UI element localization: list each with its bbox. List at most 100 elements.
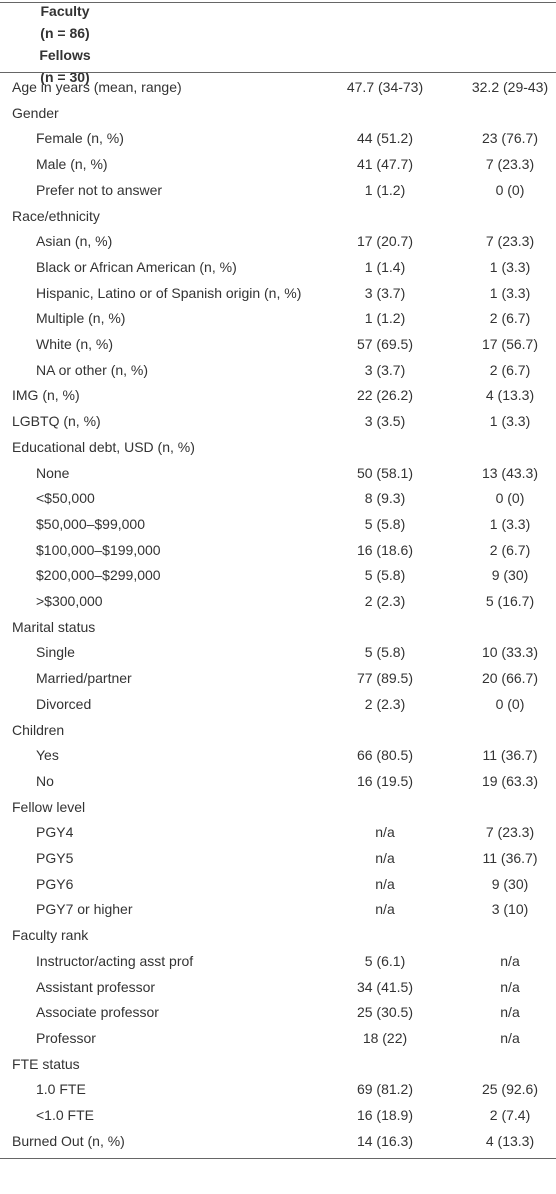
faculty-value: 5 (5.8) [364, 515, 406, 532]
sub-row-label: PGY5 [36, 850, 74, 866]
row-label: Age in years (mean, range) [12, 79, 182, 95]
row-label: Children [12, 721, 65, 738]
fellows-value: 23 (76.7) [481, 130, 539, 147]
row-label: Marital status [12, 618, 96, 635]
faculty-value: 18 (22) [362, 1029, 408, 1046]
sub-row-label: Yes [36, 747, 59, 764]
faculty-value: 3 (3.7) [364, 361, 406, 378]
fellows-value: 2 (6.7) [489, 541, 531, 558]
faculty-value: 47.7 (34-73) [346, 79, 424, 95]
sub-row-label: Professor [36, 1029, 96, 1046]
faculty-value: 44 (51.2) [356, 130, 414, 147]
faculty-value: 16 (18.6) [356, 541, 414, 558]
fellows-value: 9 (30) [491, 567, 529, 584]
fellows-value: 4 (13.3) [485, 1132, 535, 1149]
fellows-value: 2 (6.7) [489, 361, 531, 378]
faculty-value: 77 (89.5) [356, 670, 414, 687]
sub-row-label: $200,000–$299,000 [36, 567, 161, 584]
fellows-value: 1 (3.3) [489, 258, 531, 275]
fellows-value: n/a [500, 1004, 520, 1021]
faculty-value: 5 (5.8) [364, 644, 406, 661]
sub-row-label: >$300,000 [36, 593, 103, 609]
sub-row-label: Male (n, %) [36, 156, 108, 173]
sub-row-label: Associate professor [36, 1004, 159, 1021]
fellows-value: 3 (10) [491, 901, 529, 918]
faculty-value: 16 (18.9) [356, 1107, 414, 1123]
column-count: (n = 86) [40, 25, 90, 41]
fellows-value: 25 (92.6) [481, 1081, 539, 1098]
row-label: Fellow level [12, 798, 86, 815]
sub-row-label: $100,000–$199,000 [36, 541, 161, 558]
faculty-value: 1 (1.2) [364, 181, 406, 198]
faculty-value: 1 (1.2) [364, 310, 406, 327]
sub-row-label: $50,000–$99,000 [36, 515, 145, 532]
faculty-value: 57 (69.5) [356, 336, 414, 352]
column-title: Faculty [40, 3, 90, 19]
fellows-value: 0 (0) [495, 490, 525, 507]
faculty-value: 66 (80.5) [356, 747, 414, 764]
fellows-value: n/a [500, 1029, 520, 1046]
sub-row-label: Hispanic, Latino or of Spanish origin (n… [36, 284, 302, 301]
faculty-value: 3 (3.5) [364, 413, 406, 430]
faculty-value: n/a [375, 901, 395, 918]
row-label: Burned Out (n, %) [12, 1132, 125, 1149]
sub-row-label: PGY6 [36, 875, 74, 892]
sub-row-label: Prefer not to answer [36, 181, 163, 198]
sub-row-label: None [36, 464, 70, 481]
faculty-value: 5 (6.1) [364, 952, 406, 969]
sub-row-label: PGY7 or higher [36, 901, 133, 918]
row-label: FTE status [12, 1055, 80, 1072]
sub-row-label: Asian (n, %) [36, 233, 113, 250]
sub-row-label: Multiple (n, %) [36, 310, 126, 327]
faculty-value: 17 (20.7) [356, 233, 414, 250]
sub-row-label: Black or African American (n, %) [36, 258, 237, 275]
faculty-value: 2 (2.3) [364, 695, 406, 712]
fellows-value: 11 (36.7) [482, 850, 538, 866]
header-rule [0, 72, 556, 73]
faculty-value: 2 (2.3) [364, 593, 406, 609]
fellows-value: 4 (13.3) [485, 387, 535, 404]
bottom-rule [0, 1158, 556, 1160]
fellows-value: 5 (16.7) [485, 593, 535, 609]
row-label: Faculty rank [12, 927, 89, 944]
sub-row-label: Instructor/acting asst prof [36, 952, 194, 969]
fellows-value: 10 (33.3) [481, 644, 539, 661]
faculty-value: 50 (58.1) [356, 464, 414, 481]
fellows-value: 0 (0) [495, 695, 525, 712]
row-label: Race/ethnicity [12, 207, 100, 224]
fellows-value: 1 (3.3) [489, 413, 531, 430]
fellows-value: 19 (63.3) [481, 772, 539, 789]
faculty-value: n/a [375, 824, 395, 841]
fellows-value: 20 (66.7) [481, 670, 539, 687]
faculty-value: 34 (41.5) [356, 978, 414, 995]
sub-row-label: NA or other (n, %) [36, 361, 149, 378]
sub-row-label: Divorced [36, 695, 92, 712]
row-label: IMG (n, %) [12, 387, 80, 404]
fellows-value: n/a [500, 952, 520, 969]
fellows-value: 7 (23.3) [485, 233, 535, 250]
sub-row-label: No [36, 772, 54, 789]
fellows-value: 9 (30) [491, 875, 529, 892]
faculty-value: 16 (19.5) [356, 772, 414, 789]
fellows-value: 2 (6.7) [489, 310, 531, 327]
sub-row-label: Female (n, %) [36, 130, 124, 147]
fellows-value: 7 (23.3) [485, 824, 535, 841]
faculty-value: 14 (16.3) [356, 1132, 414, 1149]
fellows-value: 32.2 (29-43) [471, 79, 549, 95]
fellows-value: 13 (43.3) [481, 464, 539, 481]
fellows-value: 2 (7.4) [489, 1107, 531, 1123]
sub-row-label: 1.0 FTE [36, 1081, 86, 1098]
fellows-value: 1 (3.3) [489, 284, 531, 301]
faculty-value: 1 (1.4) [364, 258, 406, 275]
fellows-value: 7 (23.3) [485, 156, 535, 173]
sub-row-label: Assistant professor [36, 978, 156, 995]
top-rule [0, 2, 556, 3]
faculty-value: 3 (3.7) [364, 284, 406, 301]
column-title: Fellows [39, 47, 91, 63]
faculty-value: 69 (81.2) [356, 1081, 414, 1098]
row-label: Educational debt, USD (n, %) [12, 438, 195, 455]
faculty-value: n/a [375, 850, 395, 866]
faculty-value: 25 (30.5) [356, 1004, 414, 1021]
row-label: LGBTQ (n, %) [12, 413, 101, 430]
